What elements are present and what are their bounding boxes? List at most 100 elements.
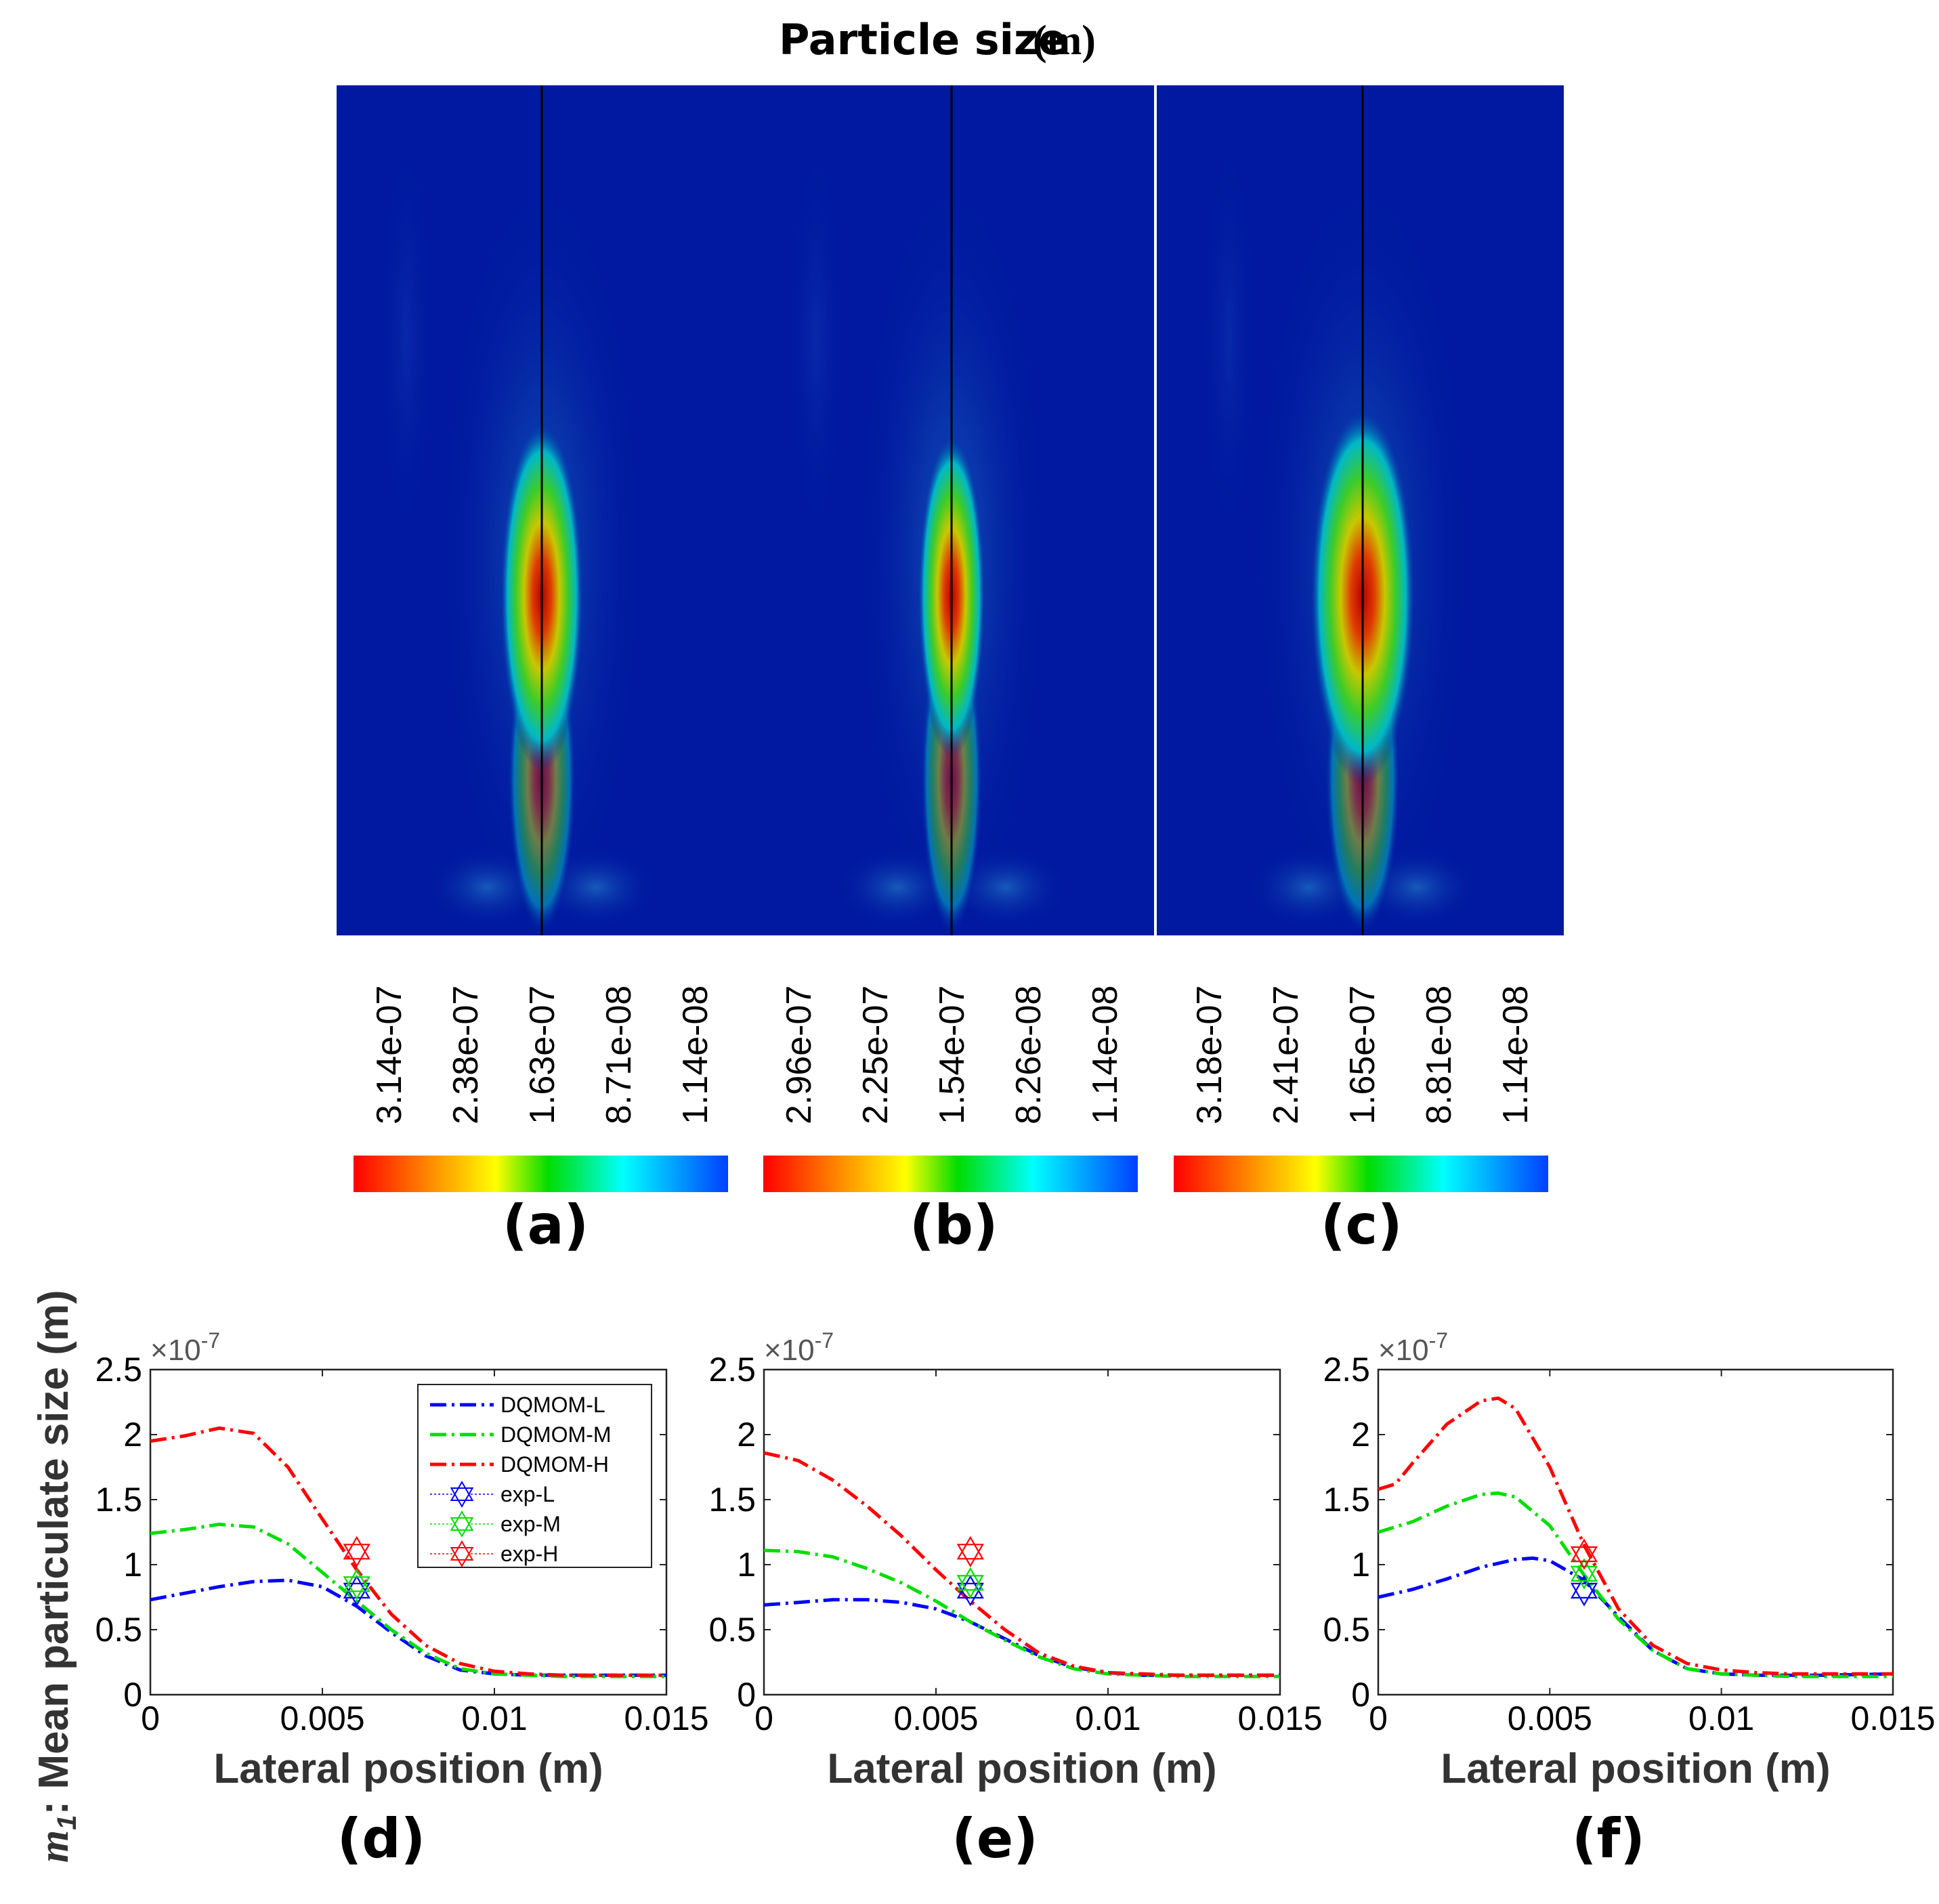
panel-label: (f) (1572, 1807, 1645, 1870)
y-axis-label-subscript: 1 (52, 1815, 82, 1830)
legend-label: exp-H (500, 1542, 558, 1566)
y-tick-label: 2 (123, 1416, 142, 1454)
x-tick-label: 0.015 (1850, 1699, 1935, 1737)
y-tick-label: 2 (1351, 1416, 1370, 1454)
y-tick-label: 2 (737, 1416, 756, 1454)
panel-label: (e) (952, 1807, 1038, 1870)
colorbar-tick: 2.41e-07 (1266, 986, 1306, 1124)
point-exp-h (956, 1536, 984, 1567)
wisp (1202, 135, 1256, 542)
y-axis-label: m1: Mean particulate size (m) (30, 1290, 82, 1863)
x-axis-label: Lateral position (m) (827, 1746, 1216, 1792)
point-exp-h (343, 1536, 370, 1567)
y-tick-label: 0.5 (1323, 1611, 1370, 1649)
x-tick-label: 0.015 (1237, 1699, 1322, 1737)
y-axis-label-text: : Mean particulate size (m) (30, 1290, 77, 1815)
x-tick-label: 0.005 (1508, 1699, 1592, 1737)
panel-label-b: (b) (910, 1193, 998, 1256)
y-tick-label: 2.5 (1323, 1351, 1370, 1389)
x-tick-label: 0.01 (1075, 1699, 1141, 1737)
y-multiplier: ×10-7 (764, 1328, 834, 1367)
y-tick-label: 0 (123, 1676, 142, 1714)
x-tick-label: 0.01 (1688, 1699, 1754, 1737)
y-multiplier: ×10-7 (150, 1328, 220, 1367)
colorbar-b-gradient (763, 1156, 1138, 1192)
legend-marker (450, 1510, 474, 1538)
x-tick-label: 0.01 (461, 1699, 527, 1737)
point-exp-l (1570, 1575, 1598, 1607)
legend-box (417, 1384, 652, 1568)
legend-label: exp-M (500, 1512, 561, 1536)
y-multiplier: ×10-7 (1378, 1328, 1448, 1367)
x-tick-label: 0.005 (893, 1699, 978, 1737)
wisp (789, 135, 843, 542)
colorbar-b: 2.96e-07 2.25e-07 1.54e-07 8.26e-08 1.14… (763, 986, 1138, 1256)
contour-field (337, 85, 1564, 935)
line-plot-0: 0 0.005 0.01 0.015 0 0.5 1 1.5 2 2.5×10-7 Lateral … (95, 1328, 708, 1870)
point-exp-m (343, 1568, 370, 1600)
figure-title: Particle size (779, 15, 1067, 64)
colorbar-tick: 1.14e-08 (1086, 986, 1125, 1124)
y-tick-label: 0.5 (95, 1611, 142, 1649)
x-tick-label: 0 (1369, 1699, 1388, 1737)
y-tick-label: 1.5 (708, 1481, 756, 1519)
colorbar-tick: 2.38e-07 (446, 986, 486, 1124)
colorbar-a: 3.14e-07 2.38e-07 1.63e-07 8.71e-08 1.14… (354, 986, 728, 1256)
colorbar-a-gradient (354, 1156, 728, 1192)
y-tick-label: 1.5 (95, 1481, 142, 1519)
colorbar-tick: 8.81e-08 (1420, 986, 1459, 1124)
panel-label-a: (a) (503, 1193, 589, 1256)
line-plots: 0 0.005 0.01 0.01500.511.522.5×10-7Lateral … (95, 1328, 1935, 1870)
colorbar-tick: 8.71e-08 (599, 986, 639, 1124)
colorbar-tick: 1.65e-07 (1343, 986, 1382, 1124)
x-tick-label: 0 (141, 1699, 160, 1737)
x-axis-label: Lateral position (m) (213, 1746, 603, 1792)
y-tick-label: 2.5 (95, 1351, 142, 1389)
y-tick-label: 0 (1351, 1676, 1370, 1714)
colorbar-tick: 1.54e-07 (933, 986, 972, 1124)
x-tick-label: 0.005 (280, 1699, 364, 1737)
series-line-dqmom-h (1378, 1396, 1893, 1676)
colorbar-tick: 8.26e-08 (1009, 986, 1048, 1124)
y-tick-label: 1 (1351, 1546, 1370, 1584)
legend-label: DQMOM-H (500, 1452, 609, 1477)
x-tick-label: 0.015 (624, 1699, 708, 1737)
line-plot-2: 0 0.005 0.01 0.015 0 0.5 1 1.5 2 2.5×10-7 Lateral … (1323, 1328, 1935, 1870)
plot-frame (1377, 1368, 1894, 1696)
y-tick-label: 0.5 (708, 1611, 756, 1649)
line-plot-1: 0 0.005 0.01 0.015 0 0.5 1 1.5 2 2.5×10-7 Lateral … (708, 1328, 1322, 1870)
colorbar-c: 3.18e-07 2.41e-07 1.65e-07 8.81e-08 1.14… (1174, 986, 1548, 1256)
legend-marker (450, 1540, 474, 1567)
series-line-dqmom-m (763, 1548, 1280, 1678)
y-tick-label: 1.5 (1323, 1481, 1370, 1519)
y-axis-label-symbol: m (31, 1830, 77, 1863)
x-axis-label: Lateral position (m) (1441, 1746, 1830, 1792)
point-exp-m (1570, 1558, 1598, 1590)
point-exp-m (956, 1567, 984, 1599)
wisp (379, 135, 433, 542)
panel-label-c: (c) (1321, 1193, 1403, 1256)
legend-label: DQMOM-L (500, 1393, 605, 1417)
legend: DQMOM-L DQMOM-M DQMOM-H exp-L exp-M exp-H (417, 1384, 652, 1568)
legend-label: DQMOM-M (500, 1422, 612, 1447)
y-tick-label: 1 (123, 1546, 142, 1584)
colorbar-tick: 1.14e-08 (1496, 986, 1535, 1124)
colorbar-tick: 3.14e-07 (370, 986, 409, 1124)
series-line-dqmom-h (763, 1451, 1280, 1677)
colorbar-tick: 3.18e-07 (1190, 986, 1229, 1124)
y-tick-label: 0 (737, 1676, 756, 1714)
colorbar-tick: 2.96e-07 (780, 986, 819, 1124)
figure-title-unit: (m) (1033, 18, 1096, 64)
point-exp-h (1570, 1538, 1598, 1570)
x-tick-label: 0 (754, 1699, 773, 1737)
series-line-dqmom-h (150, 1426, 666, 1677)
legend-marker (450, 1481, 474, 1508)
panel-label: (d) (337, 1807, 425, 1870)
colorbar-c-gradient (1174, 1156, 1548, 1192)
colorbar-tick: 1.63e-07 (523, 986, 562, 1124)
series-line-dqmom-m (1378, 1491, 1893, 1678)
y-tick-label: 2.5 (708, 1351, 756, 1389)
colorbar-tick: 2.25e-07 (856, 986, 895, 1124)
legend-label: exp-L (500, 1482, 555, 1506)
